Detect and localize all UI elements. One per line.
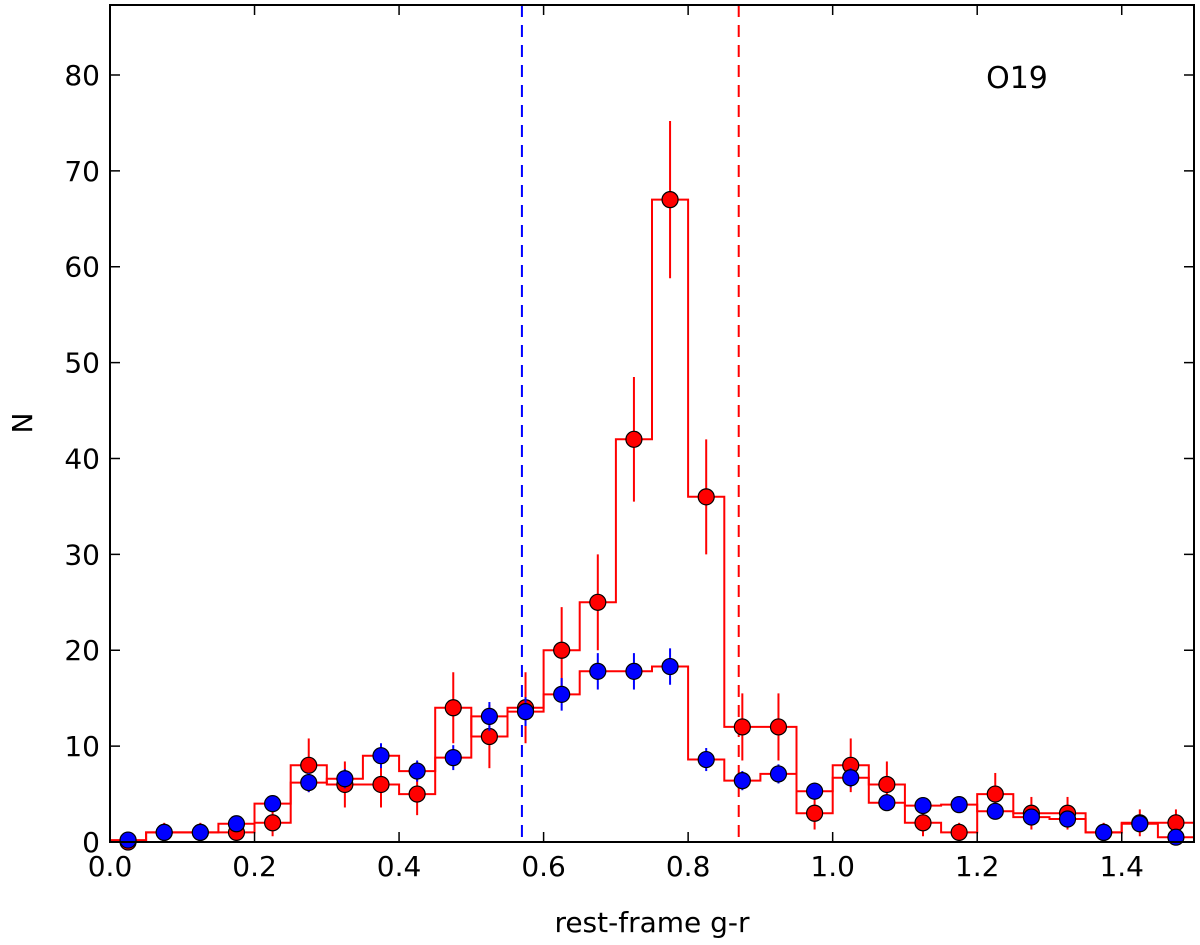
blue-data-point	[625, 662, 643, 680]
blue-data-point	[878, 794, 896, 812]
y-tick-label: 20	[64, 634, 100, 667]
red-data-point	[625, 430, 643, 448]
blue-data-point	[842, 769, 860, 787]
red-data-point	[480, 727, 498, 746]
blue-data-point	[300, 773, 318, 792]
y-axis: 0 10 20 30 40 50 60 70 80	[64, 59, 1194, 859]
red-data-point	[878, 775, 896, 794]
x-tick-label: 0.8	[666, 850, 711, 883]
x-tick-label: 0.2	[232, 850, 277, 883]
blue-data-point	[444, 749, 462, 767]
blue-data-point	[553, 685, 571, 703]
x-tick-label: 0.4	[377, 850, 422, 883]
plot-content	[110, 5, 1194, 851]
blue-data-point	[1131, 815, 1149, 833]
red-data-point	[553, 641, 571, 659]
red-data-point	[408, 785, 426, 803]
x-tick-label: 1.0	[810, 850, 855, 883]
blue-data-point	[155, 823, 173, 842]
x-tick-label: 0.6	[521, 850, 566, 883]
blue-data-point	[986, 802, 1004, 820]
x-axis: 0.0 0.2 0.4 0.6 0.8 1.0 1.2 1.4	[88, 5, 1144, 883]
y-tick-label: 50	[64, 347, 100, 380]
red-data-point	[444, 699, 462, 717]
panel-label: O19	[986, 61, 1048, 96]
y-tick-label: 10	[64, 730, 100, 763]
blue-data-point	[914, 796, 932, 815]
y-axis-title: N	[6, 413, 39, 434]
red-data-point	[300, 756, 318, 774]
blue-data-point	[516, 703, 535, 721]
blue-data-point	[1058, 810, 1077, 828]
y-tick-label: 0	[82, 826, 100, 859]
y-tick-label: 40	[64, 442, 100, 475]
red-data-point	[914, 814, 932, 832]
blue-data-point	[1095, 823, 1113, 842]
red-data-point	[1167, 814, 1185, 832]
blue-data-point	[372, 747, 390, 765]
histogram-step-red	[110, 198, 1194, 843]
blue-data-point	[661, 657, 679, 676]
blue-data-point	[336, 770, 354, 788]
red-data-point	[805, 804, 824, 822]
blue-data-point	[408, 762, 426, 780]
blue-data-point	[733, 772, 751, 790]
blue-data-point	[191, 823, 209, 842]
blue-data-point	[227, 815, 246, 833]
blue-data-point	[1022, 808, 1041, 826]
x-tick-label: 1.2	[955, 850, 1000, 883]
red-data-point	[733, 718, 751, 736]
y-tick-label: 80	[64, 59, 100, 92]
plot-frame	[109, 4, 1195, 843]
red-data-point	[372, 775, 390, 794]
x-tick-label: 1.4	[1099, 850, 1144, 883]
blue-data-point	[264, 795, 282, 813]
red-data-point	[661, 191, 679, 209]
y-tick-label: 60	[64, 251, 100, 284]
x-tick-label: 0.0	[88, 850, 133, 883]
red-data-point	[697, 488, 715, 506]
red-data-point	[986, 785, 1004, 803]
y-tick-label: 70	[64, 155, 100, 188]
red-data-point	[769, 718, 788, 736]
blue-data-point	[769, 765, 788, 783]
red-data-point	[264, 814, 282, 832]
y-tick-label: 30	[64, 538, 100, 571]
x-axis-title: rest-frame g-r	[554, 906, 750, 939]
blue-data-point	[480, 707, 498, 726]
blue-data-point	[697, 750, 715, 769]
blue-data-point	[589, 662, 607, 680]
blue-data-point	[950, 796, 968, 814]
blue-data-point	[805, 782, 824, 800]
red-data-point	[589, 593, 607, 611]
red-data-point	[950, 823, 968, 842]
blue-data-point	[119, 831, 137, 849]
